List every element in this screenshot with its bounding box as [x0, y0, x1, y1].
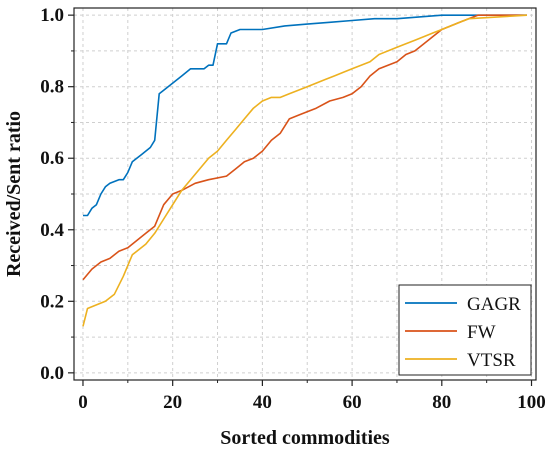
x-tick-label: 80 [432, 392, 451, 413]
series-line-fw [82, 14, 527, 281]
y-tick-label: 1.0 [40, 5, 64, 26]
x-tick-label: 100 [517, 392, 546, 413]
series-lines [82, 14, 528, 327]
y-tick-label: 0.4 [40, 220, 64, 241]
axis-ticks: 0 20 40 60 80 100 0.0 0.2 0.4 0.6 0.8 1.0 [40, 5, 546, 413]
legend-label-fw: FW [467, 322, 496, 343]
series-line-vtsr [82, 14, 528, 327]
x-tick-label: 0 [78, 392, 88, 413]
x-tick-label: 40 [253, 392, 272, 413]
legend-label-vtsr: VTSR [467, 350, 516, 371]
legend-box [398, 284, 532, 376]
y-axis-title: Received/Sent ratio [3, 111, 25, 277]
series-line-gagr [83, 14, 527, 217]
legend: GAGR FW VTSR [398, 284, 532, 376]
x-axis-title: Sorted commodities [220, 427, 390, 449]
y-tick-label: 0.2 [40, 291, 64, 312]
x-tick-label: 20 [163, 392, 182, 413]
y-tick-label: 0.6 [40, 148, 64, 169]
y-tick-label: 0.0 [40, 363, 64, 384]
legend-label-gagr: GAGR [467, 294, 521, 315]
x-tick-label: 60 [343, 392, 362, 413]
y-tick-label: 0.8 [40, 77, 64, 98]
